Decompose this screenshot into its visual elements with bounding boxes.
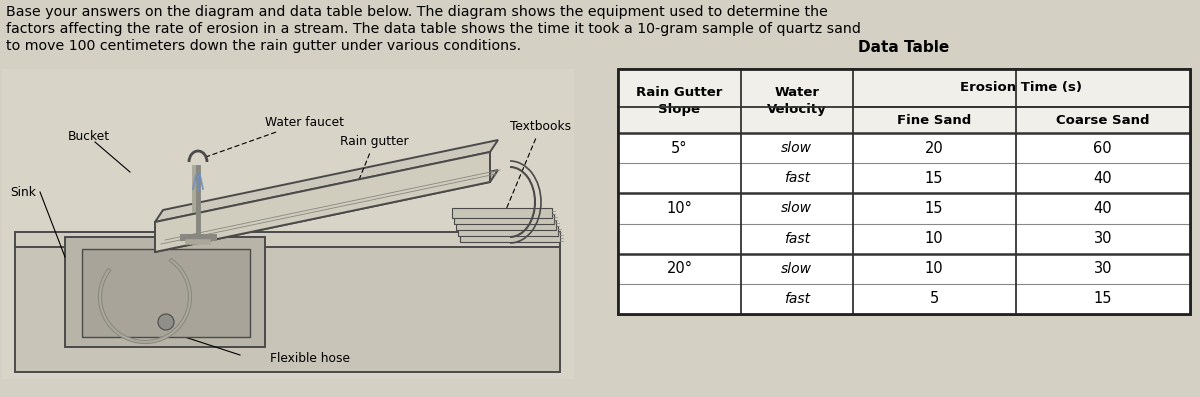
Text: 40: 40 (1093, 171, 1112, 186)
Text: 20: 20 (925, 141, 943, 156)
Text: 10: 10 (925, 261, 943, 276)
Text: fast: fast (784, 171, 810, 185)
FancyBboxPatch shape (618, 224, 1190, 254)
Text: 20°: 20° (666, 261, 692, 276)
Text: slow: slow (781, 201, 812, 216)
Text: Water
Velocity: Water Velocity (767, 87, 827, 116)
Text: slow: slow (781, 141, 812, 155)
Text: Erosion Time (s): Erosion Time (s) (960, 81, 1082, 94)
Text: Flexible hose: Flexible hose (270, 353, 350, 366)
FancyBboxPatch shape (618, 284, 1190, 314)
Text: 15: 15 (925, 201, 943, 216)
Polygon shape (155, 152, 490, 252)
Text: Data Table: Data Table (858, 39, 949, 54)
FancyBboxPatch shape (618, 163, 1190, 193)
Text: 60: 60 (1093, 141, 1112, 156)
Text: Bucket: Bucket (68, 131, 110, 143)
FancyBboxPatch shape (82, 249, 250, 337)
Text: Coarse Sand: Coarse Sand (1056, 114, 1150, 127)
Text: fast: fast (784, 292, 810, 306)
Text: 5: 5 (930, 291, 938, 306)
FancyBboxPatch shape (2, 69, 574, 379)
Circle shape (158, 314, 174, 330)
Polygon shape (14, 232, 560, 247)
Text: 15: 15 (925, 171, 943, 186)
Text: Fine Sand: Fine Sand (896, 114, 971, 127)
Text: Base your answers on the diagram and data table below. The diagram shows the equ: Base your answers on the diagram and dat… (6, 5, 828, 19)
FancyBboxPatch shape (454, 214, 554, 224)
Polygon shape (14, 242, 560, 372)
Text: Water faucet: Water faucet (203, 116, 344, 158)
Text: 30: 30 (1093, 231, 1112, 246)
Polygon shape (155, 170, 498, 252)
FancyBboxPatch shape (458, 226, 558, 236)
Text: to move 100 centimeters down the rain gutter under various conditions.: to move 100 centimeters down the rain gu… (6, 39, 521, 53)
FancyBboxPatch shape (452, 208, 552, 218)
Text: 40: 40 (1093, 201, 1112, 216)
FancyBboxPatch shape (65, 237, 265, 347)
Text: Rain Gutter
Slope: Rain Gutter Slope (636, 87, 722, 116)
Text: factors affecting the rate of erosion in a stream. The data table shows the time: factors affecting the rate of erosion in… (6, 22, 860, 36)
FancyBboxPatch shape (618, 254, 1190, 284)
FancyBboxPatch shape (618, 193, 1190, 224)
Text: 15: 15 (1093, 291, 1112, 306)
Text: 5°: 5° (671, 141, 688, 156)
Text: slow: slow (781, 262, 812, 276)
Text: 10: 10 (925, 231, 943, 246)
FancyBboxPatch shape (852, 107, 1190, 133)
Text: Sink: Sink (10, 185, 36, 198)
FancyBboxPatch shape (618, 69, 1190, 314)
Text: 10°: 10° (666, 201, 692, 216)
Polygon shape (155, 140, 498, 222)
FancyBboxPatch shape (460, 232, 560, 242)
FancyBboxPatch shape (618, 107, 852, 133)
FancyBboxPatch shape (618, 133, 1190, 163)
FancyBboxPatch shape (618, 69, 1190, 107)
Text: Textbooks: Textbooks (506, 121, 571, 210)
FancyBboxPatch shape (456, 220, 556, 230)
Text: fast: fast (784, 231, 810, 246)
Text: Rain gutter: Rain gutter (340, 135, 409, 199)
Text: 30: 30 (1093, 261, 1112, 276)
